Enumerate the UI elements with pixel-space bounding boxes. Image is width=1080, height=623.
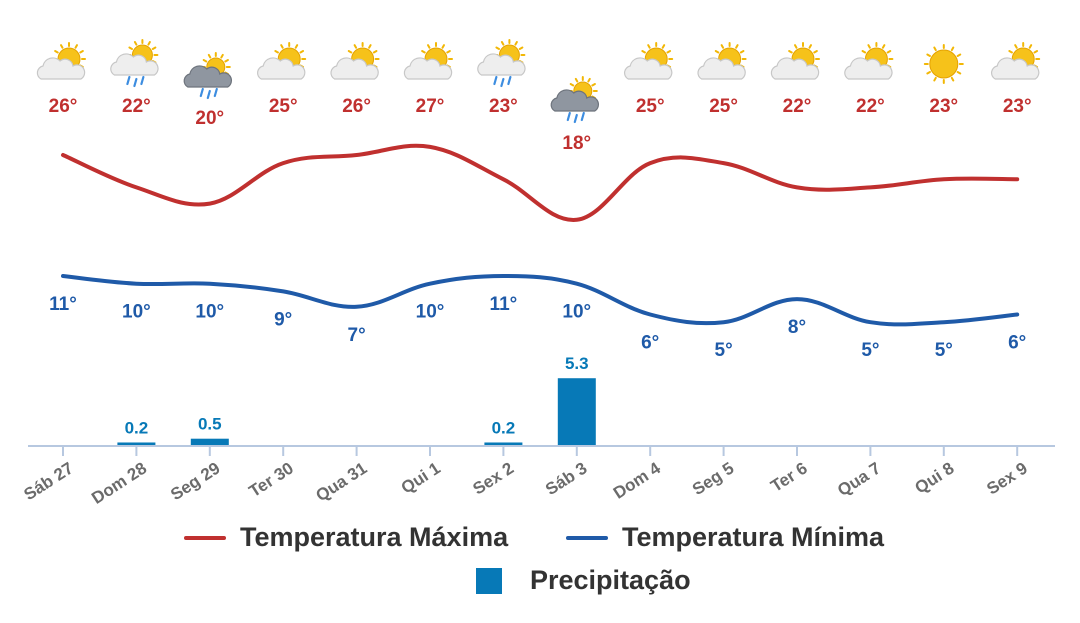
sun-rain-icon bbox=[110, 39, 159, 88]
x-axis-tick-label: Seg 29 bbox=[167, 458, 223, 504]
x-axis-tick-label: Ter 6 bbox=[767, 458, 810, 495]
min-temperature-label: 5° bbox=[861, 340, 879, 361]
legend-line-min bbox=[566, 535, 608, 540]
partly-cloudy-icon bbox=[991, 42, 1041, 80]
max-temperature-label: 25° bbox=[269, 96, 298, 117]
precipitation-bars: 0.2 0.5 0.2 5.3 bbox=[117, 354, 596, 445]
min-temperature-line bbox=[61, 273, 1020, 327]
max-temperature-label: 25° bbox=[709, 96, 738, 117]
max-temperature-label: 20° bbox=[195, 108, 224, 129]
precipitation-bar bbox=[484, 442, 523, 445]
legend-line-max bbox=[184, 535, 226, 540]
partly-cloudy-icon bbox=[330, 42, 380, 80]
max-temperature-label: 22° bbox=[856, 96, 885, 117]
weather-forecast-chart: 0.2 0.5 0.2 5.3 Sáb 27 Dom 28 Seg 29 Ter 30 Qua… bbox=[20, 39, 1055, 508]
max-temperature-label: 25° bbox=[636, 96, 665, 117]
legend-item-max-temperature[interactable]: Temperatura Máxima bbox=[184, 522, 508, 553]
min-temperature-label: 5° bbox=[935, 340, 953, 361]
min-temperature-label: 10° bbox=[416, 302, 445, 323]
partly-cloudy-icon bbox=[257, 42, 307, 80]
legend: Temperatura Máxima Temperatura Mínima Pr… bbox=[0, 518, 1080, 618]
x-axis-tick-label: Qua 31 bbox=[312, 458, 370, 505]
max-temperature-label: 23° bbox=[489, 96, 518, 117]
x-axis-tick-label: Qui 1 bbox=[398, 458, 444, 497]
min-temperature-label: 10° bbox=[122, 302, 151, 323]
max-temperature-label: 26° bbox=[342, 96, 371, 117]
x-axis-tick-label: Qua 7 bbox=[834, 458, 884, 500]
x-axis-tick-label: Seg 5 bbox=[689, 458, 737, 499]
min-temperature-label: 5° bbox=[715, 340, 733, 361]
rain-cloud-icon bbox=[183, 52, 232, 100]
partly-cloudy-icon bbox=[403, 42, 453, 80]
min-temperature-label: 6° bbox=[641, 333, 659, 354]
sun-icon bbox=[923, 44, 964, 84]
precipitation-label: 0.2 bbox=[125, 418, 149, 437]
max-temperature-label: 26° bbox=[49, 96, 78, 117]
x-axis: Sáb 27 Dom 28 Seg 29 Ter 30 Qua 31 Qui 1 Sex 2… bbox=[20, 445, 1055, 508]
partly-cloudy-icon bbox=[36, 42, 86, 80]
legend-item-precipitation[interactable]: Precipitação bbox=[476, 565, 691, 596]
x-axis-tick-label: Dom 4 bbox=[610, 458, 664, 503]
x-axis-tick-label: Dom 28 bbox=[88, 458, 150, 507]
legend-item-min-temperature[interactable]: Temperatura Mínima bbox=[566, 522, 884, 553]
min-temperature-label: 8° bbox=[788, 317, 806, 338]
precipitation-label: 0.2 bbox=[492, 418, 516, 437]
max-temperature-label: 22° bbox=[122, 96, 151, 117]
min-temperature-label: 9° bbox=[274, 309, 292, 330]
min-temperature-label: 6° bbox=[1008, 333, 1026, 354]
max-temperature-label: 22° bbox=[783, 96, 812, 117]
x-axis-tick-label: Sáb 3 bbox=[542, 458, 590, 499]
legend-label-precipitation: Precipitação bbox=[530, 565, 691, 595]
sun-rain-icon bbox=[477, 39, 526, 88]
weather-icons bbox=[36, 39, 1041, 124]
max-temperature-label: 23° bbox=[929, 96, 958, 117]
min-temperature-label: 11° bbox=[490, 294, 518, 315]
min-temperature-label: 7° bbox=[348, 325, 366, 346]
partly-cloudy-icon bbox=[624, 42, 674, 80]
precipitation-bar bbox=[190, 438, 229, 445]
min-temperature-series: 11° 10° 10° 9° 7° 10° 11° 10° 6° 5° 8° 5° 5° 6° bbox=[49, 273, 1026, 361]
legend-label-max: Temperatura Máxima bbox=[240, 522, 509, 552]
max-temperature-label: 23° bbox=[1003, 96, 1032, 117]
legend-square-precipitation bbox=[476, 567, 502, 594]
x-axis-tick-label: Sáb 27 bbox=[20, 458, 76, 504]
partly-cloudy-icon bbox=[770, 42, 820, 80]
max-temperature-line bbox=[61, 143, 1020, 222]
x-axis-tick-label: Sex 2 bbox=[469, 458, 517, 498]
legend-label-min: Temperatura Mínima bbox=[622, 522, 885, 552]
x-axis-tick-label: Sex 9 bbox=[983, 458, 1031, 498]
partly-cloudy-icon bbox=[844, 42, 894, 80]
min-temperature-label: 10° bbox=[195, 302, 224, 323]
min-temperature-label: 11° bbox=[49, 294, 77, 315]
rain-cloud-icon bbox=[550, 76, 599, 124]
precipitation-label: 0.5 bbox=[198, 415, 222, 434]
precipitation-bar bbox=[557, 378, 596, 445]
x-axis-tick-label: Qui 8 bbox=[912, 458, 958, 497]
partly-cloudy-icon bbox=[697, 42, 747, 80]
precipitation-label: 5.3 bbox=[565, 354, 589, 373]
max-temperature-series: 26° 22° 20° 25° 26° 27° 23° 18° 25° 25° 22° 22° 23° 2… bbox=[49, 96, 1032, 222]
x-axis-tick-label: Ter 30 bbox=[246, 458, 297, 501]
precipitation-bar bbox=[117, 442, 156, 445]
max-temperature-label: 18° bbox=[562, 133, 591, 154]
min-temperature-label: 10° bbox=[562, 302, 591, 323]
max-temperature-label: 27° bbox=[416, 96, 445, 117]
